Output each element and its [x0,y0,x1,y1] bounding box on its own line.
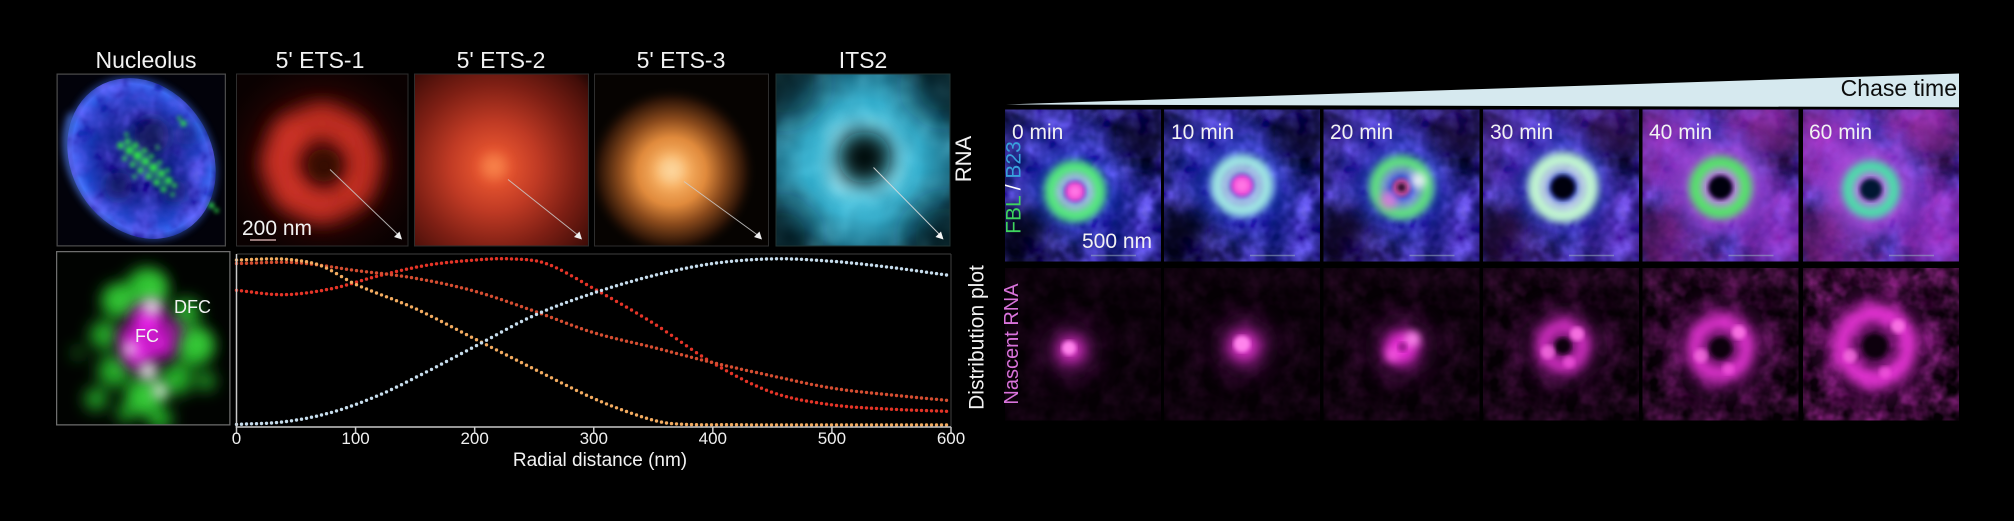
fbl-b23-panel-1 [1164,109,1320,262]
nascent-rna-axis-label: Nascent RNA [1001,283,1023,405]
chase-time-header: Chase time [1840,75,1957,101]
time-label-0min: 0 min [1012,121,1064,144]
ets2-image [414,73,589,247]
fc-label: FC [135,326,159,346]
x-axis-ticks: 0 100 200 300 400 500 600 [232,427,965,448]
its2-image [775,73,951,247]
fbl-speckles [117,116,219,213]
column-title-nucleolus: Nucleolus [95,47,197,73]
fbl-label-part: FBL [1002,196,1026,234]
x-tick-label: 0 [232,429,241,448]
x-tick-label: 100 [341,429,369,448]
x-tick-label: 200 [460,429,488,448]
fc-dfc-image [56,251,231,426]
ets1-arrow [329,169,402,240]
nascent-rna-panel-3 [1483,268,1639,421]
column-title-its2: ITS2 [838,47,888,73]
time-label-40min: 40 min [1649,121,1713,144]
x-tick-label: 400 [699,429,727,448]
scalebar-500nm-label: 500 nm [1082,230,1153,253]
ets2-arrow [507,179,582,240]
fbl-b23-panel-0 [1005,109,1161,262]
nascent-rna-panel-5 [1803,268,1959,421]
time-label-20min: 20 min [1330,121,1394,144]
ets3-image [594,73,769,247]
series-its2 [234,257,949,427]
plot-x-axis-label: Radial distance (nm) [512,450,688,471]
nascent-rna-panel-2 [1323,268,1480,421]
column-title-ets3: 5' ETS-3 [636,47,726,73]
fbl-b23-axis-label: FBL / B23 [1002,123,1026,253]
x-tick-label: 600 [937,429,965,448]
fbl-b23-panel-3 [1483,109,1639,262]
x-tick-label: 300 [580,429,608,448]
chase-time-wedge [1006,73,1959,108]
dfc-label: DFC [174,297,211,317]
ets3-arrow [683,181,762,240]
slash-label-part: / [1002,178,1026,197]
x-tick-label: 500 [818,429,846,448]
scalebar-200nm-label: 200 nm [242,217,313,240]
plot-y-axis-label: Distribution plot [965,265,989,410]
series-5-ets-2 [234,260,949,402]
fbl-b23-panel-2 [1323,109,1480,262]
column-title-ets2: 5' ETS-2 [456,47,546,73]
nascent-rna-panel-4 [1642,268,1799,421]
column-title-ets1: 5' ETS-1 [275,47,365,73]
nascent-rna-panel-1 [1164,268,1320,421]
its2-arrow [873,167,944,240]
b23-label-part: B23 [1002,141,1026,179]
rna-axis-label: RNA [951,135,976,183]
time-label-60min: 60 min [1809,121,1873,144]
time-label-30min: 30 min [1490,121,1554,144]
ets1-image [236,73,409,247]
series-5-ets-3 [234,257,949,427]
distribution-plot: 0 100 200 300 400 500 600 [232,253,965,448]
time-label-10min: 10 min [1171,121,1235,144]
nucleolus-image [56,73,226,247]
series-5-ets-1 [234,257,949,413]
nascent-rna-panel-0 [1005,268,1161,421]
fbl-b23-panel-5 [1803,109,1959,262]
fbl-b23-panel-4 [1642,109,1799,262]
